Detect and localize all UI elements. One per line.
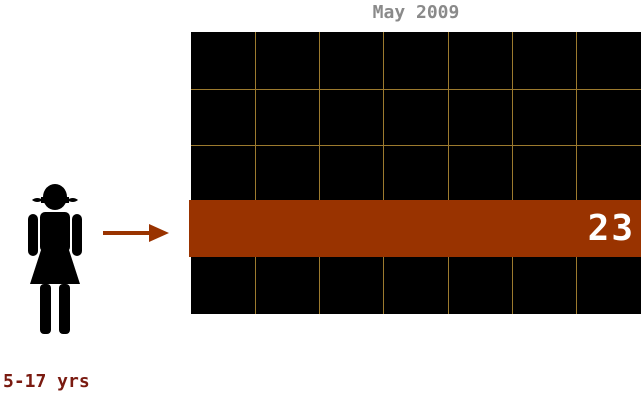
calendar-grid [191, 32, 641, 314]
highlighted-week-row: 23 [189, 200, 641, 257]
girl-icon [28, 184, 82, 334]
highlighted-value: 23 [587, 208, 635, 249]
grid-column-divider [255, 32, 256, 314]
grid-row-divider [191, 145, 641, 146]
grid-row-divider [191, 89, 641, 90]
grid-column-divider [512, 32, 513, 314]
calendar-title: May 2009 [372, 2, 460, 23]
age-label: 5-17 yrs [3, 371, 90, 392]
grid-column-divider [448, 32, 449, 314]
grid-column-divider [576, 32, 577, 314]
right-arrow-icon [103, 224, 169, 242]
grid-column-divider [383, 32, 384, 314]
grid-column-divider [319, 32, 320, 314]
